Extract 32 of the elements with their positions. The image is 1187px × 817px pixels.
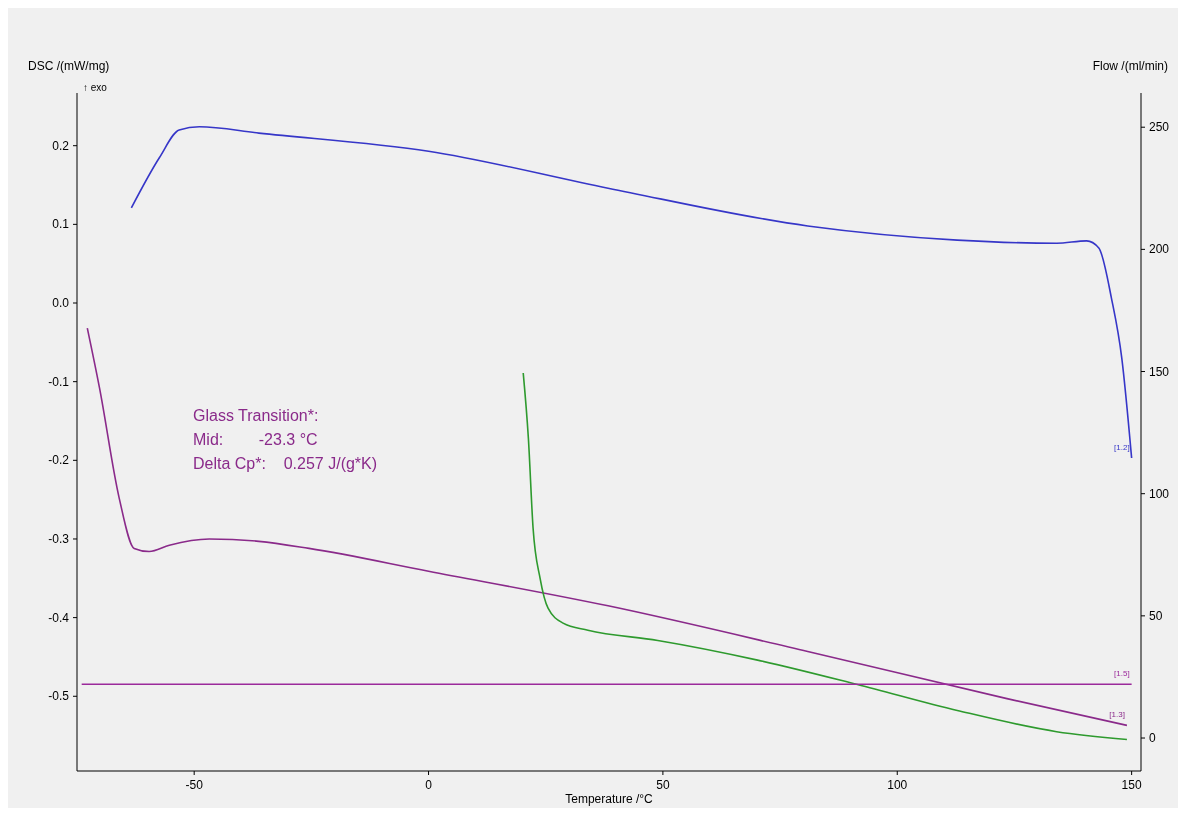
y2-tick-label: 50 (1149, 608, 1163, 623)
y-tick-label: -0.1 (48, 374, 70, 389)
y-tick-label: -0.4 (48, 610, 70, 625)
y2-tick-label: 200 (1149, 242, 1170, 257)
annotation: Glass Transition*: (193, 407, 319, 424)
x-tick-label: 100 (887, 778, 908, 792)
line-series (522, 372, 1128, 741)
annotation: Mid: -23.3 °C (193, 431, 318, 448)
line-series (130, 126, 1133, 459)
y2-tick-label: 250 (1149, 120, 1170, 135)
y-tick-label: -0.5 (48, 689, 70, 704)
line-series (86, 327, 1128, 727)
y2-axis-title: Flow /(ml/min) (1092, 59, 1168, 73)
text: ↑ exo (83, 82, 108, 93)
x-tick-label: 0 (425, 778, 433, 792)
y2-tick-label: 150 (1149, 364, 1170, 379)
y-tick-label: -0.2 (48, 453, 70, 468)
series-label: [1.5] (1114, 669, 1130, 679)
annotation: Delta Cp*: 0.257 J/(g*K) (193, 455, 378, 472)
y-tick-label: -0.3 (48, 531, 70, 546)
x-tick-label: -50 (185, 778, 204, 792)
x-tick-label: 50 (656, 778, 670, 792)
x-axis-title: Temperature /°C (565, 792, 654, 806)
y2-tick-label: 100 (1149, 486, 1170, 501)
y-tick-label: 0.2 (52, 138, 70, 153)
y-tick-label: 0.0 (52, 296, 70, 311)
series-label: [1.2] (1114, 442, 1130, 452)
y2-tick-label: 0 (1149, 731, 1156, 746)
series-label: [1.3] (1109, 710, 1125, 720)
y-tick-label: 0.1 (52, 217, 70, 232)
x-tick-label: 150 (1121, 778, 1142, 792)
y-axis-title: DSC /(mW/mg) (28, 59, 110, 73)
